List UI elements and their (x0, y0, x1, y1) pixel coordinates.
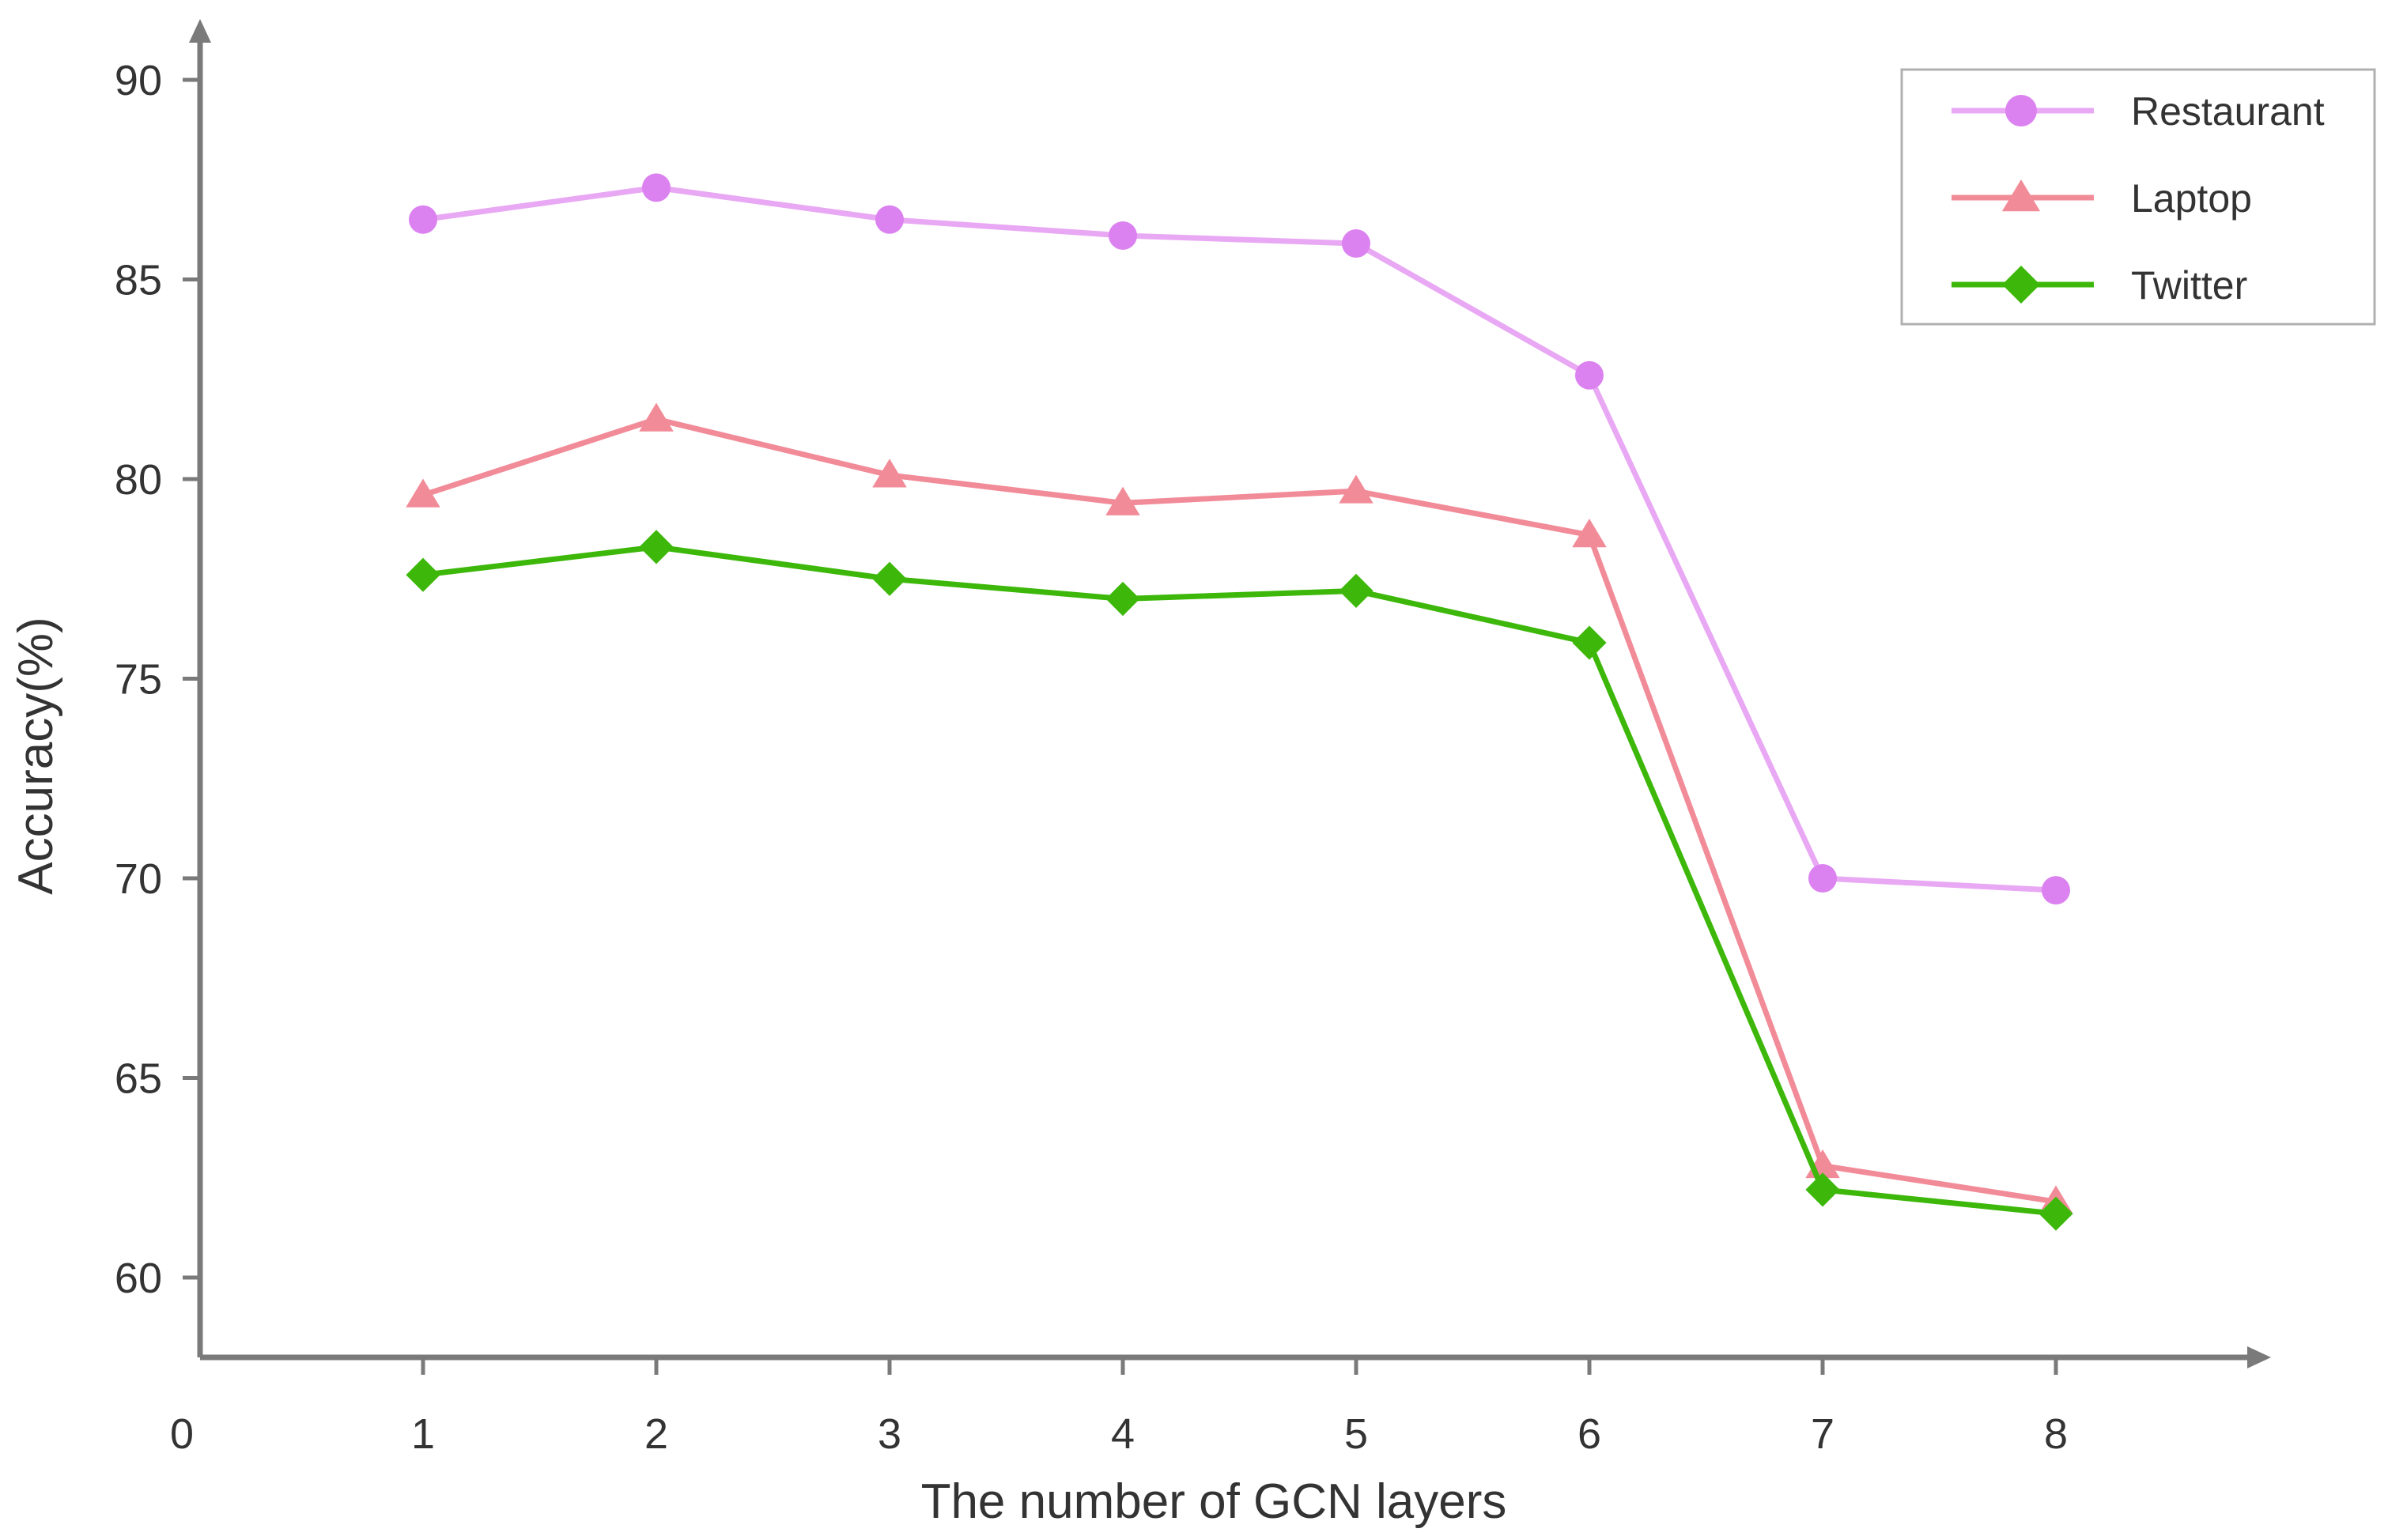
y-tick-label: 90 (115, 57, 162, 104)
restaurant-point (2042, 876, 2070, 905)
x-tick-label: 1 (411, 1410, 435, 1458)
y-ticks: 60 65 70 75 80 85 90 (115, 57, 200, 1302)
x-tick-label: 5 (1344, 1410, 1368, 1458)
twitter-point (1105, 581, 1140, 617)
legend-label-restaurant: Restaurant (2131, 89, 2325, 134)
legend-marker-twitter (2002, 266, 2040, 304)
laptop-point (872, 459, 907, 488)
twitter-point (1805, 1172, 1840, 1207)
laptop-line (420, 416, 2059, 1205)
legend: Restaurant Laptop Twitter (1900, 68, 2376, 326)
y-axis-title: Accuracy(%) (9, 617, 63, 894)
restaurant-point (1575, 360, 1604, 390)
legend-marker-laptop (2001, 179, 2041, 212)
x-axis-arrow (2247, 1346, 2271, 1368)
restaurant-point (875, 205, 904, 234)
laptop-point (639, 402, 674, 432)
restaurant-point (1342, 229, 1370, 259)
y-tick-label: 65 (115, 1055, 162, 1103)
y-tick-label: 75 (115, 656, 162, 704)
x-tick-label: 8 (2044, 1410, 2068, 1458)
restaurant-point (642, 173, 671, 202)
restaurant-line (420, 184, 2059, 893)
x-tick-label: 0 (170, 1410, 194, 1458)
y-tick-label: 80 (115, 456, 162, 504)
laptop-point (406, 478, 440, 508)
twitter-point (872, 561, 907, 596)
x-tick-label: 4 (1111, 1410, 1135, 1458)
x-axis-title: The number of GCN layers (921, 1474, 1507, 1529)
restaurant-point (1109, 221, 1137, 250)
axes (189, 19, 2271, 1368)
twitter-point (2038, 1196, 2073, 1231)
laptop-point (1105, 486, 1140, 515)
x-ticks: 0 1 2 3 4 5 6 7 8 (170, 1357, 2068, 1458)
series-twitter (406, 530, 2073, 1231)
legend-label-laptop: Laptop (2131, 176, 2252, 221)
y-tick-label: 85 (115, 257, 162, 304)
series-laptop (406, 402, 2073, 1214)
legend-marker-restaurant (2005, 95, 2037, 126)
x-tick-label: 6 (1578, 1410, 1601, 1458)
laptop-point (1572, 519, 1607, 548)
series-layer (406, 173, 2073, 1231)
y-tick-label: 60 (115, 1255, 162, 1302)
x-tick-label: 3 (878, 1410, 901, 1458)
restaurant-point (1808, 864, 1837, 893)
laptop-point (1339, 474, 1373, 504)
x-tick-label: 2 (644, 1410, 668, 1458)
restaurant-point (409, 205, 437, 234)
twitter-point (406, 557, 440, 592)
twitter-line (420, 544, 2059, 1217)
y-axis-arrow (189, 19, 211, 43)
series-restaurant (409, 173, 2070, 905)
y-tick-label: 70 (115, 855, 162, 903)
legend-label-twitter: Twitter (2131, 263, 2247, 308)
twitter-point (1339, 573, 1373, 608)
twitter-point (639, 530, 674, 564)
twitter-point (1572, 625, 1607, 660)
x-tick-label: 7 (1811, 1410, 1834, 1458)
